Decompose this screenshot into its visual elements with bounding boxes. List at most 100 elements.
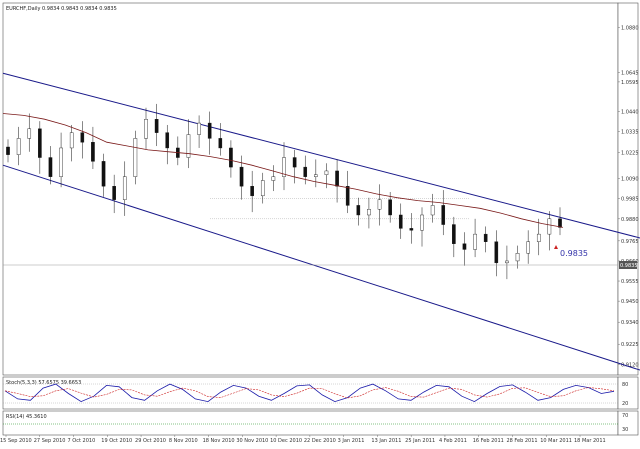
- price-tick-label: 1.0335: [621, 130, 639, 136]
- price-tick-labels: 1.0880 1.0645 1.0595 1.0440 1.0335 1.0225 1.00…: [618, 25, 639, 368]
- candle-body: [112, 186, 116, 200]
- candle-body: [229, 147, 233, 168]
- candle-body: [197, 122, 201, 135]
- date-tick-label: 8 Nov 2010: [169, 438, 198, 444]
- stoch-signal-line: [4, 387, 615, 399]
- up-arrow-icon: [554, 245, 558, 249]
- candle-body: [462, 243, 467, 250]
- candle-body: [16, 138, 21, 155]
- candle-body: [239, 166, 244, 187]
- candle-body: [420, 214, 424, 231]
- date-tick-label: 19 Oct 2010: [101, 438, 132, 444]
- candle-body: [292, 157, 297, 168]
- candle-body: [6, 146, 10, 155]
- candle-body: [473, 233, 477, 250]
- candle-body: [260, 180, 265, 197]
- candle-body: [186, 134, 191, 158]
- stoch-label: Stoch(5,3,3) 57.6575 39.6653: [6, 380, 81, 386]
- candle-body: [80, 132, 85, 143]
- date-tick-label: 10 Dec 2010: [270, 438, 302, 444]
- date-tick-label: 13 Jan 2011: [371, 438, 401, 444]
- candle-body: [144, 119, 148, 139]
- stoch-axis-strip: [617, 376, 639, 410]
- price-tick-label: 1.0880: [621, 25, 639, 31]
- price-tick-label: 0.9225: [621, 342, 639, 348]
- candle-body: [282, 157, 286, 177]
- candle-body: [27, 128, 32, 139]
- candle-body: [250, 186, 254, 197]
- candle-body: [271, 176, 276, 181]
- date-tick-label: 16 Feb 2011: [473, 438, 504, 444]
- date-tick-label: 3 Jan 2011: [338, 438, 365, 444]
- candle-body: [367, 209, 371, 216]
- candle-body: [314, 174, 318, 177]
- stoch-tick-80: 80: [622, 382, 628, 388]
- channel-lower-line: [2, 164, 640, 371]
- price-tick-label: 1.0225: [621, 151, 639, 157]
- date-tick-label: 18 Nov 2010: [203, 438, 235, 444]
- candle-body: [547, 218, 552, 235]
- candle-body: [377, 199, 382, 210]
- dotted-levels: [210, 198, 470, 220]
- candle-body: [303, 166, 308, 177]
- date-tick-label: 18 Mar 2011: [574, 438, 606, 444]
- candle-body: [154, 119, 159, 133]
- date-tick-labels: 15 Sep 2010 27 Sep 2010 7 Oct 2010 19 Oct 2…: [0, 435, 606, 444]
- candle-body: [207, 122, 212, 139]
- date-tick-label: 28 Feb 2011: [506, 438, 537, 444]
- candle-body: [515, 253, 520, 262]
- candle-body: [409, 228, 414, 231]
- price-channel: [2, 72, 640, 371]
- price-tick-label: 0.9450: [621, 299, 639, 305]
- rsi-tick-70: 70: [622, 413, 628, 419]
- date-tick-label: 30 Nov 2010: [236, 438, 268, 444]
- candle-body: [324, 170, 329, 175]
- date-tick-label: 25 Jan 2011: [405, 438, 435, 444]
- candle-body: [218, 138, 223, 149]
- price-axis-strip: [617, 2, 639, 376]
- candle-body: [91, 142, 95, 162]
- candle-body: [335, 170, 339, 187]
- price-tick-label: 1.0645: [621, 70, 639, 76]
- candle-body: [48, 157, 53, 177]
- candle-body: [133, 138, 138, 177]
- date-tick-label: 27 Sep 2010: [34, 438, 66, 444]
- rsi-axis-strip: [617, 410, 639, 436]
- candle-body: [345, 186, 350, 206]
- price-tick-label: 0.9120: [621, 362, 639, 368]
- price-tick-label: 1.0440: [621, 110, 639, 116]
- candle-body: [69, 132, 74, 149]
- candle-body: [356, 205, 361, 216]
- date-tick-label: 4 Feb 2011: [439, 438, 467, 444]
- candle-body: [430, 205, 435, 216]
- candle-body: [494, 241, 499, 264]
- price-tick-label: 1.0595: [621, 80, 639, 86]
- candle-body: [483, 233, 488, 242]
- rsi-label: RSI(14) 45.3610: [6, 414, 47, 420]
- price-panel: [2, 2, 619, 376]
- rsi-tick-30: 30: [622, 427, 628, 433]
- candle-body: [101, 161, 106, 187]
- candle-body: [526, 241, 530, 254]
- current-price-badge: [619, 261, 637, 269]
- rsi-panel: [2, 410, 619, 436]
- candle-body: [398, 214, 403, 229]
- price-tick-label: 0.9765: [621, 239, 639, 245]
- candle-body: [388, 199, 392, 216]
- date-tick-label: 15 Sep 2010: [0, 438, 32, 444]
- price-tick-label: 0.9985: [621, 197, 639, 203]
- price-label: 0.9835: [560, 249, 588, 258]
- stoch-panel: [2, 376, 619, 410]
- price-tick-label: 0.9880: [621, 217, 639, 223]
- price-tick-label: 0.9555: [621, 279, 639, 285]
- current-price-badge-text: 0.9835: [620, 263, 638, 269]
- channel-upper-line: [2, 72, 640, 239]
- candle-body: [38, 128, 42, 158]
- date-tick-label: 7 Oct 2010: [68, 438, 96, 444]
- candle-body: [452, 224, 456, 244]
- candle-body: [536, 233, 541, 242]
- stoch-tick-20: 20: [622, 401, 628, 407]
- candle-body: [558, 218, 562, 228]
